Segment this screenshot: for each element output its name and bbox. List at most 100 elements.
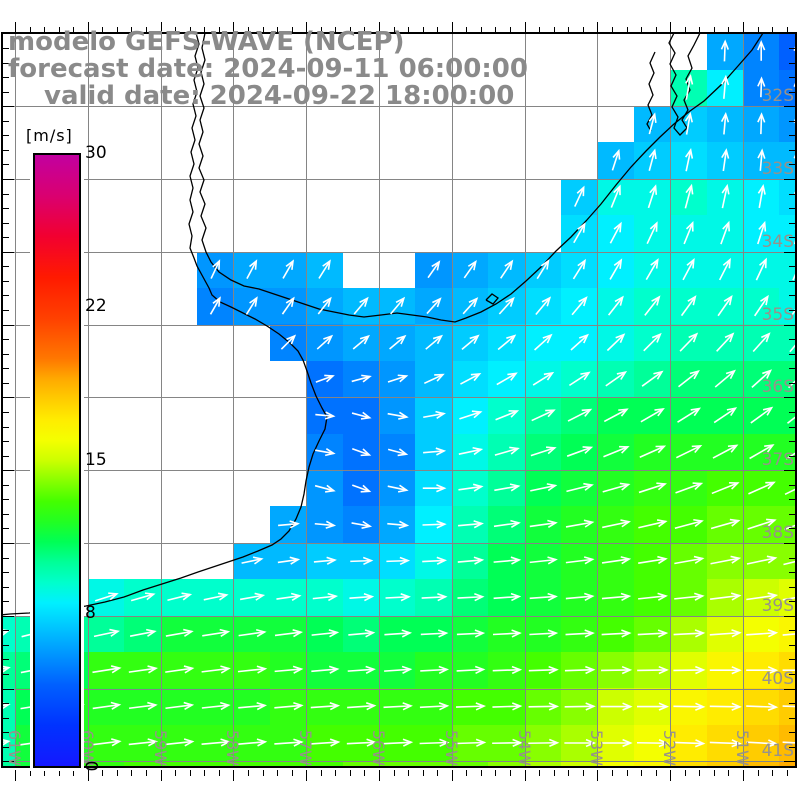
tick-mark — [670, 770, 672, 781]
direction-arrow — [637, 629, 669, 638]
ocean-cell — [124, 761, 162, 768]
direction-arrow — [711, 482, 740, 495]
tick-mark — [553, 770, 555, 776]
tick-mark — [784, 688, 795, 690]
direction-arrow — [782, 705, 797, 708]
ocean-cell — [379, 761, 416, 768]
direction-arrow — [720, 39, 730, 62]
lat-label: 41S — [761, 741, 794, 762]
direction-arrow — [648, 112, 657, 135]
tick-mark — [784, 179, 795, 180]
direction-arrow — [387, 448, 409, 457]
tick-mark — [539, 27, 541, 33]
tick-mark — [789, 557, 795, 559]
direction-arrow — [782, 594, 797, 601]
tick-mark — [3, 572, 9, 574]
direction-arrow — [564, 665, 596, 675]
direction-arrow — [165, 665, 195, 674]
ocean-cell — [779, 579, 797, 617]
tick-mark — [3, 339, 9, 341]
direction-arrow — [274, 738, 304, 747]
direction-arrow — [746, 592, 779, 601]
direction-arrow — [637, 702, 670, 711]
ocean-cell — [597, 761, 635, 768]
valid-date-line: valid date: 2024-09-22 18:00:00 — [44, 81, 515, 111]
direction-arrow — [353, 296, 369, 315]
tick-mark — [789, 135, 795, 137]
ocean-cell — [160, 761, 198, 768]
tick-mark — [44, 27, 46, 33]
tick-mark — [262, 770, 264, 776]
tick-mark — [15, 22, 16, 33]
tick-mark — [789, 411, 795, 413]
lat-label: 35S — [761, 304, 794, 325]
tick-mark — [786, 770, 788, 776]
direction-arrow — [311, 629, 340, 638]
direction-arrow — [347, 665, 376, 674]
ocean-cell — [306, 761, 344, 768]
tick-mark — [789, 630, 795, 632]
tick-mark — [3, 324, 14, 326]
direction-arrow — [459, 410, 483, 420]
direction-arrow — [315, 374, 335, 383]
tick-mark — [277, 770, 279, 776]
tick-mark — [3, 149, 9, 151]
tick-mark — [641, 27, 643, 33]
direction-arrow — [425, 334, 444, 350]
tick-mark — [262, 27, 264, 33]
tick-mark — [451, 22, 453, 33]
direction-arrow — [352, 334, 370, 350]
direction-arrow — [573, 222, 586, 244]
tick-mark — [510, 27, 512, 33]
direction-arrow — [680, 295, 697, 317]
direction-arrow — [383, 738, 414, 747]
direction-arrow — [493, 519, 521, 529]
tick-mark — [789, 528, 795, 530]
tick-mark — [789, 120, 795, 122]
direction-arrow — [602, 519, 631, 529]
lat-label: 36S — [761, 377, 794, 398]
tick-mark — [379, 770, 380, 781]
lat-label: 38S — [761, 523, 794, 543]
direction-arrow — [532, 371, 555, 386]
tick-mark — [553, 27, 555, 33]
tick-mark — [3, 513, 9, 515]
tick-mark — [3, 179, 14, 180]
ocean-cell — [779, 106, 797, 143]
coastline — [485, 293, 499, 305]
ocean-cell — [779, 506, 797, 544]
direction-arrow — [165, 701, 195, 711]
tick-mark — [379, 22, 380, 33]
direction-arrow — [709, 629, 742, 638]
direction-arrow — [386, 556, 411, 566]
tick-mark — [789, 586, 795, 588]
direction-arrow — [757, 76, 766, 98]
direction-arrow — [426, 297, 442, 315]
direction-arrow — [92, 665, 122, 674]
map-frame-border — [1, 32, 797, 768]
direction-arrow — [351, 484, 372, 493]
direction-arrow — [601, 665, 633, 675]
tick-mark — [789, 193, 795, 195]
direction-arrow — [564, 738, 597, 748]
direction-arrow — [274, 629, 304, 638]
direction-arrow — [457, 593, 485, 602]
direction-arrow — [572, 258, 587, 280]
tick-mark — [422, 27, 424, 33]
tick-mark — [789, 513, 795, 515]
ocean-cell — [779, 288, 797, 325]
tick-mark — [743, 770, 744, 781]
tick-mark — [495, 27, 497, 33]
tick-mark — [784, 324, 795, 326]
direction-arrow — [346, 738, 377, 747]
ocean-cell — [342, 761, 380, 768]
tick-mark — [699, 770, 701, 776]
direction-arrow — [93, 628, 120, 638]
tick-mark — [789, 77, 795, 79]
tick-mark — [789, 499, 795, 501]
tick-mark — [3, 601, 9, 603]
direction-arrow — [673, 702, 706, 711]
direction-arrow — [313, 556, 337, 565]
tick-mark — [611, 27, 613, 33]
direction-arrow — [492, 738, 523, 748]
